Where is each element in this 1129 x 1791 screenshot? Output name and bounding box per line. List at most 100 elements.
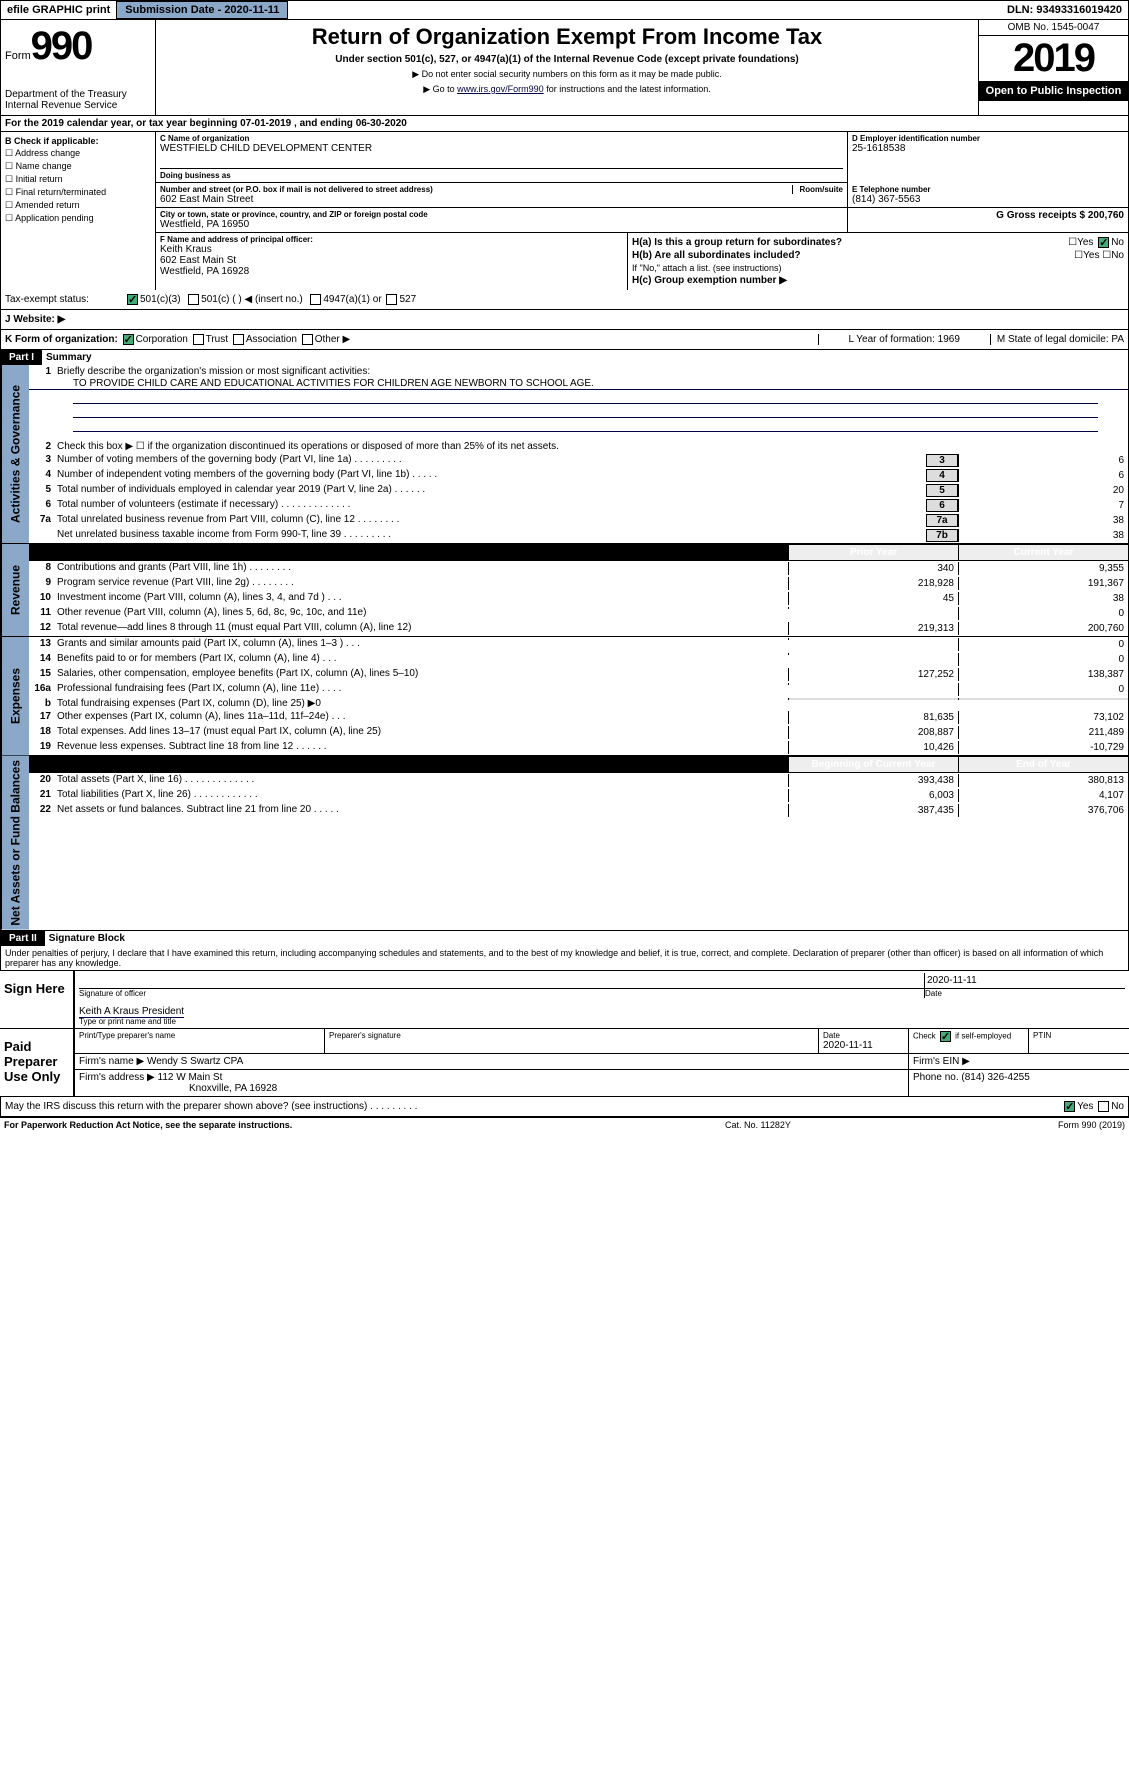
form-note2: ▶ Go to www.irs.gov/Form990 for instruct… — [160, 84, 974, 95]
form-header: Form 990 Department of the Treasury Inte… — [0, 20, 1129, 116]
form-word: Form — [5, 50, 31, 62]
check-pending[interactable]: ☐ Application pending — [5, 213, 151, 224]
part1-title: Summary — [42, 350, 96, 365]
open-public: Open to Public Inspection — [979, 81, 1128, 101]
discuss-no[interactable] — [1098, 1101, 1109, 1112]
submission-date[interactable]: Submission Date - 2020-11-11 — [116, 1, 288, 19]
perjury-text: Under penalties of perjury, I declare th… — [0, 946, 1129, 970]
check-name[interactable]: ☐ Name change — [5, 161, 151, 172]
discuss-yes[interactable] — [1064, 1101, 1075, 1112]
form-note1: ▶ Do not enter social security numbers o… — [160, 69, 974, 80]
street-value: 602 East Main Street — [160, 194, 843, 205]
irs-link[interactable]: www.irs.gov/Form990 — [457, 84, 544, 94]
val-4: 6 — [958, 469, 1128, 482]
firm-phone: Phone no. (814) 326-4255 — [909, 1070, 1129, 1096]
phone-value: (814) 367-5563 — [852, 194, 1124, 205]
header-center: Return of Organization Exempt From Incom… — [156, 20, 978, 115]
part2-header-row: Part II Signature Block — [0, 931, 1129, 946]
val-7b: 38 — [958, 529, 1128, 542]
tax-status-row: Tax-exempt status: 501(c)(3) 501(c) ( ) … — [0, 290, 1129, 310]
check-b-title: B Check if applicable: — [5, 136, 151, 146]
net-assets-section: Net Assets or Fund Balances Beginning of… — [0, 756, 1129, 931]
check-b-column: B Check if applicable: ☐ Address change … — [1, 132, 156, 290]
tax-year: 2019 — [979, 36, 1128, 81]
check-assoc[interactable] — [233, 334, 244, 345]
footer-form: Form 990 (2019) — [925, 1120, 1125, 1130]
state-domicile: M State of legal domicile: PA — [990, 334, 1124, 345]
side-revenue: Revenue — [1, 544, 29, 636]
side-net: Net Assets or Fund Balances — [1, 756, 29, 930]
expenses-section: Expenses 13Grants and similar amounts pa… — [0, 637, 1129, 756]
website-label: J Website: ▶ — [5, 314, 65, 325]
part2-badge: Part II — [1, 931, 45, 946]
firm-addr: 112 W Main St — [158, 1072, 223, 1083]
gross-receipts: G Gross receipts $ 200,760 — [852, 210, 1124, 221]
footer-cat: Cat. No. 11282Y — [725, 1120, 925, 1130]
check-address[interactable]: ☐ Address change — [5, 148, 151, 159]
val-5: 20 — [958, 484, 1128, 497]
form-title: Return of Organization Exempt From Incom… — [160, 24, 974, 50]
check-initial[interactable]: ☐ Initial return — [5, 174, 151, 185]
top-bar: efile GRAPHIC print Submission Date - 20… — [0, 0, 1129, 20]
governance-section: Activities & Governance 1Briefly describ… — [0, 365, 1129, 544]
officer-cell: F Name and address of principal officer:… — [156, 233, 628, 290]
form-subtitle: Under section 501(c), 527, or 4947(a)(1)… — [160, 54, 974, 65]
city-value: Westfield, PA 16950 — [160, 219, 843, 230]
phone-cell: E Telephone number (814) 367-5563 — [848, 183, 1128, 207]
check-501c[interactable] — [188, 294, 199, 305]
org-block: B Check if applicable: ☐ Address change … — [0, 132, 1129, 290]
section-a: For the 2019 calendar year, or tax year … — [0, 116, 1129, 132]
paid-prep-label: Paid Preparer Use Only — [0, 1029, 75, 1096]
revenue-section: Revenue Prior YearCurrent Year 8Contribu… — [0, 544, 1129, 637]
ein-cell: D Employer identification number 25-1618… — [848, 132, 1128, 183]
year-formation: L Year of formation: 1969 — [818, 334, 990, 345]
check-527[interactable] — [386, 294, 397, 305]
check-other[interactable] — [302, 334, 313, 345]
check-final[interactable]: ☐ Final return/terminated — [5, 187, 151, 198]
street-cell: Number and street (or P.O. box if mail i… — [156, 183, 848, 207]
part1-badge: Part I — [1, 350, 42, 365]
part2-title: Signature Block — [45, 931, 129, 946]
website-row: J Website: ▶ — [0, 310, 1129, 330]
col-end: End of Year — [958, 757, 1128, 772]
tax-year-line: For the 2019 calendar year, or tax year … — [5, 118, 407, 129]
tax-status-label: Tax-exempt status: — [5, 294, 125, 305]
firm-name: Wendy S Swartz CPA — [147, 1056, 243, 1067]
check-trust[interactable] — [193, 334, 204, 345]
group-h-cell: H(a) Is this a group return for subordin… — [628, 233, 1128, 290]
form-k-label: K Form of organization: — [5, 334, 118, 345]
mission-text: TO PROVIDE CHILD CARE AND EDUCATIONAL AC… — [29, 378, 1128, 390]
check-amended[interactable]: ☐ Amended return — [5, 200, 151, 211]
discuss-row: May the IRS discuss this return with the… — [0, 1096, 1129, 1117]
typed-name: Keith A Kraus President — [79, 1006, 184, 1018]
form-type-row: K Form of organization: Corporation Trus… — [0, 330, 1129, 350]
efile-label[interactable]: efile GRAPHIC print — [1, 2, 116, 18]
check-501c3[interactable] — [127, 294, 138, 305]
header-right: OMB No. 1545-0047 2019 Open to Public In… — [978, 20, 1128, 115]
val-6: 7 — [958, 499, 1128, 512]
city-cell: City or town, state or province, country… — [156, 208, 848, 232]
sign-here-label: Sign Here — [0, 971, 75, 1028]
ein-value: 25-1618538 — [852, 143, 1124, 154]
org-name: WESTFIELD CHILD DEVELOPMENT CENTER — [160, 143, 843, 154]
val-7a: 38 — [958, 514, 1128, 527]
val-3: 6 — [958, 454, 1128, 467]
footer-left: For Paperwork Reduction Act Notice, see … — [4, 1120, 725, 1130]
col-begin: Beginning of Current Year — [788, 757, 958, 772]
sign-here-row: Sign Here Signature of officer 2020-11-1… — [0, 970, 1129, 1028]
dln-label: DLN: 93493316019420 — [1001, 2, 1128, 18]
col-current: Current Year — [958, 545, 1128, 560]
check-4947[interactable] — [310, 294, 321, 305]
dept-label: Department of the Treasury Internal Reve… — [5, 89, 151, 111]
form-number: 990 — [31, 24, 92, 69]
gross-cell: G Gross receipts $ 200,760 — [848, 208, 1128, 232]
form-id-box: Form 990 Department of the Treasury Inte… — [1, 20, 156, 115]
officer-name: Keith Kraus — [160, 244, 623, 255]
omb-number: OMB No. 1545-0047 — [979, 20, 1128, 36]
check-corp[interactable] — [123, 334, 134, 345]
side-expenses: Expenses — [1, 637, 29, 755]
sig-date: 2020-11-11 — [925, 973, 1125, 989]
part1-header-row: Part I Summary — [0, 350, 1129, 365]
paid-preparer-row: Paid Preparer Use Only Print/Type prepar… — [0, 1028, 1129, 1096]
col-prior: Prior Year — [788, 545, 958, 560]
